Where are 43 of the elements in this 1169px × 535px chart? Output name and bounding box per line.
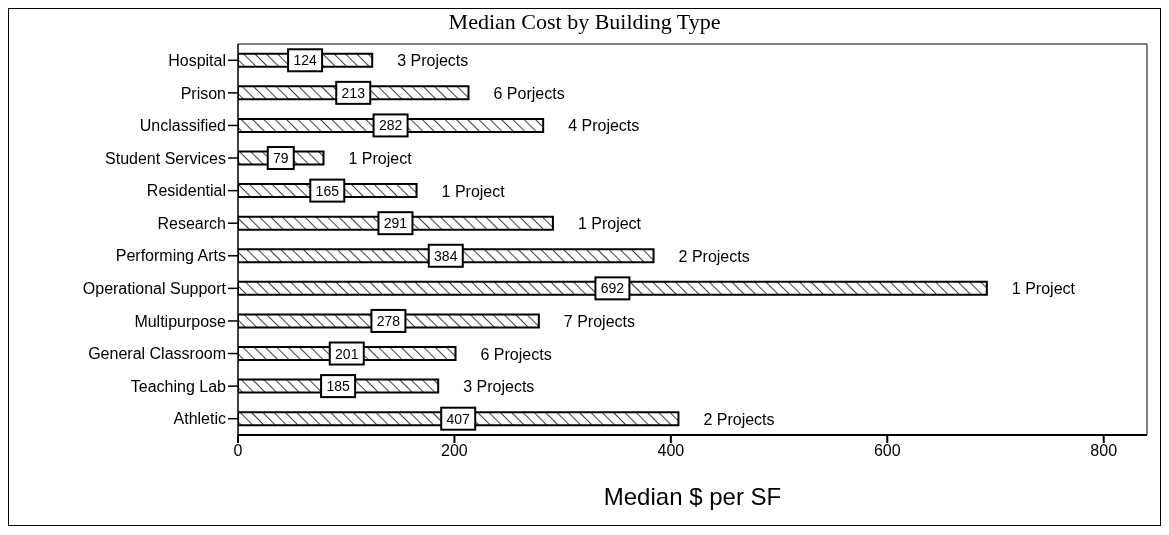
y-tick-label: Hospital	[168, 51, 226, 69]
annotation: 6 Projects	[480, 345, 552, 363]
data-label: 692	[600, 280, 625, 297]
x-tick-label: 800	[1090, 442, 1118, 460]
y-tick-label: Operational Support	[82, 280, 227, 298]
annotation: 3 Projects	[463, 378, 535, 396]
x-tick-label: 200	[441, 442, 468, 460]
x-tick-label: 600	[873, 442, 901, 460]
data-label: 165	[315, 182, 340, 199]
y-tick-label: Multipurpose	[134, 312, 227, 330]
y-tick-label: Research	[157, 214, 226, 232]
y-tick-label: Prison	[180, 84, 226, 102]
data-label: 201	[335, 345, 359, 362]
annotation: 4 Projects	[568, 117, 640, 135]
y-tick-label: Performing Arts	[115, 247, 226, 265]
annotation: 1 Project	[1011, 280, 1076, 298]
data-label: 291	[383, 215, 408, 232]
data-label: 282	[378, 117, 403, 134]
data-label: 79	[272, 150, 289, 167]
data-label: 407	[446, 410, 471, 427]
y-tick-label: General Classroom	[88, 345, 226, 363]
x-tick-label: 400	[657, 442, 685, 460]
data-label: 213	[341, 84, 366, 101]
data-label: 278	[376, 312, 401, 329]
y-tick-label: Residential	[146, 182, 226, 200]
data-label: 124	[293, 52, 317, 69]
y-tick-label: Unclassified	[139, 117, 226, 135]
data-label: 384	[434, 247, 458, 264]
y-tick-label: Teaching Lab	[130, 377, 227, 395]
annotation: 6 Porjects	[493, 84, 565, 102]
chart-title: Median Cost by Building Type	[447, 9, 722, 35]
data-label: 185	[326, 378, 350, 395]
y-tick-label: Student Services	[105, 149, 226, 167]
annotation: 7 Projects	[563, 312, 635, 330]
annotation: 1 Project	[577, 215, 642, 233]
annotation: 2 Projects	[678, 247, 750, 265]
annotation: 3 Projects	[397, 52, 469, 70]
annotation: 1 Project	[441, 182, 506, 200]
x-tick-label: 0	[233, 442, 243, 460]
x-axis-title: Median $ per SF	[603, 483, 782, 510]
annotation: 1 Project	[348, 150, 413, 168]
y-tick-label: Athletic	[173, 410, 226, 428]
annotation: 2 Projects	[703, 410, 775, 428]
